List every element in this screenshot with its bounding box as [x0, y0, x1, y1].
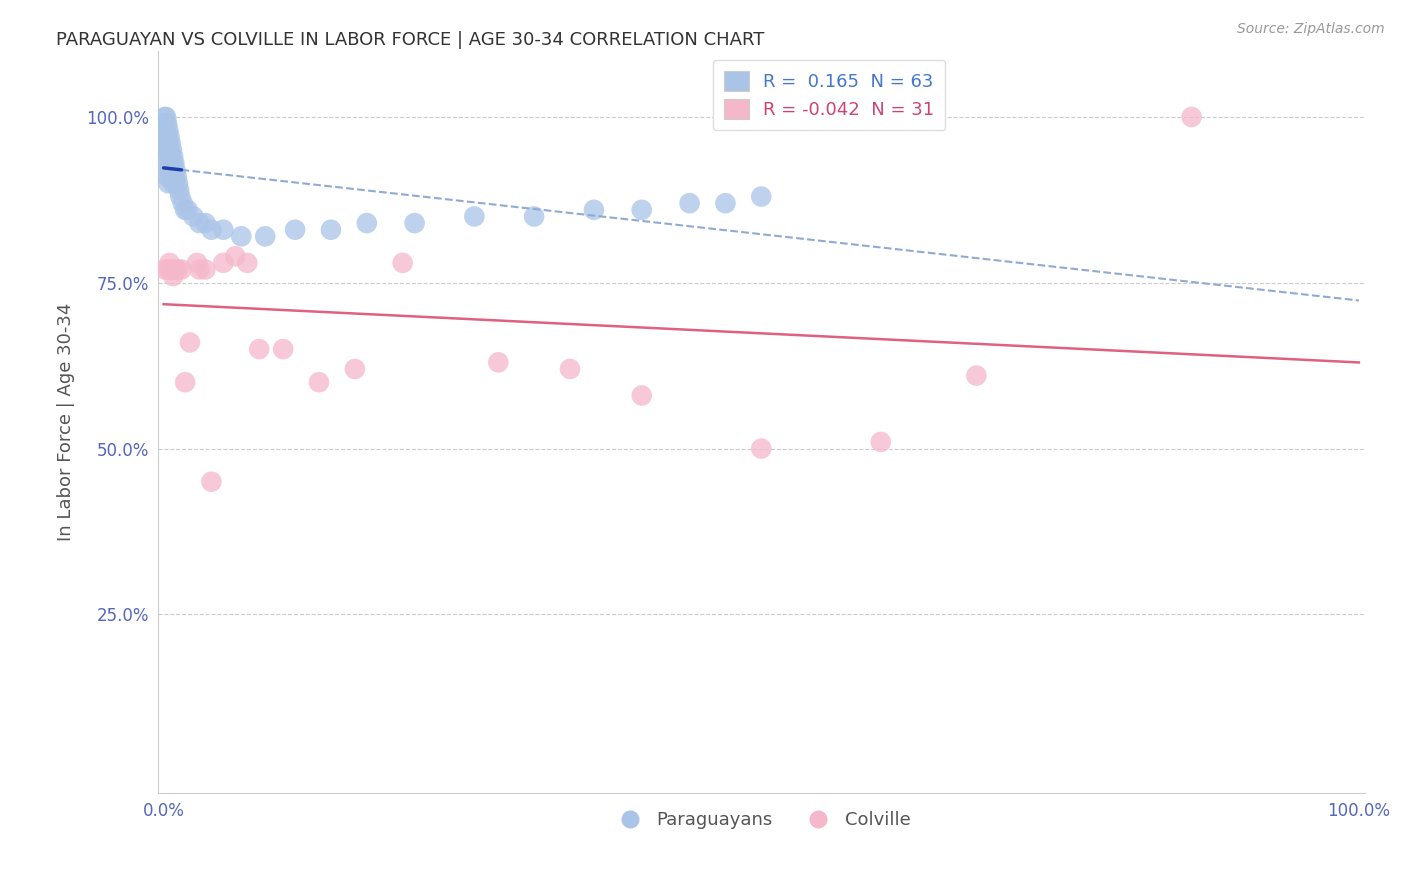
Point [155, 129, 177, 144]
Point [188, 216, 211, 230]
Point [170, 262, 193, 277]
Point [212, 256, 235, 270]
Point [284, 223, 307, 237]
Point [169, 189, 191, 203]
Point [356, 216, 378, 230]
Point [630, 388, 652, 402]
Point [160, 169, 183, 184]
Point [167, 262, 190, 277]
Point [162, 150, 184, 164]
Point [156, 129, 179, 144]
Point [678, 196, 700, 211]
Point [162, 269, 184, 284]
Point [153, 117, 176, 131]
Point [200, 475, 222, 489]
Point [159, 129, 181, 144]
Point [391, 256, 413, 270]
Point [157, 176, 180, 190]
Point [183, 210, 205, 224]
Point [155, 110, 177, 124]
Point [160, 156, 183, 170]
Point [714, 196, 737, 211]
Point [212, 223, 235, 237]
Point [159, 256, 181, 270]
Point [523, 210, 546, 224]
Point [188, 262, 211, 277]
Point [186, 256, 208, 270]
Point [308, 376, 330, 390]
Point [155, 117, 177, 131]
Point [231, 229, 253, 244]
Point [194, 216, 217, 230]
Point [156, 143, 179, 157]
Point [749, 189, 772, 203]
Point [163, 262, 186, 277]
Point [162, 176, 184, 190]
Point [1180, 110, 1202, 124]
Point [163, 156, 186, 170]
Point [174, 202, 197, 217]
Point [194, 262, 217, 277]
Point [157, 262, 180, 277]
Point [343, 362, 366, 376]
Point [174, 376, 197, 390]
Point [224, 249, 246, 263]
Point [254, 229, 277, 244]
Point [166, 169, 188, 184]
Point [163, 169, 186, 184]
Point [159, 143, 181, 157]
Point [159, 163, 181, 178]
Point [749, 442, 772, 456]
Point [200, 223, 222, 237]
Point [159, 169, 181, 184]
Point [159, 156, 181, 170]
Point [965, 368, 987, 383]
Point [156, 156, 179, 170]
Y-axis label: In Labor Force | Age 30-34: In Labor Force | Age 30-34 [58, 302, 75, 541]
Point [165, 163, 187, 178]
Point [153, 110, 176, 124]
Point [157, 123, 180, 137]
Text: PARAGUAYAN VS COLVILLE IN LABOR FORCE | AGE 30-34 CORRELATION CHART: PARAGUAYAN VS COLVILLE IN LABOR FORCE | … [56, 31, 765, 49]
Point [404, 216, 426, 230]
Point [155, 136, 177, 151]
Point [179, 335, 201, 350]
Point [630, 202, 652, 217]
Point [176, 202, 198, 217]
Point [869, 434, 891, 449]
Point [157, 150, 180, 164]
Point [157, 136, 180, 151]
Point [236, 256, 259, 270]
Point [160, 143, 183, 157]
Point [160, 262, 183, 277]
Point [159, 150, 181, 164]
Point [153, 129, 176, 144]
Point [582, 202, 605, 217]
Point [463, 210, 485, 224]
Point [319, 223, 342, 237]
Point [167, 183, 190, 197]
Text: Source: ZipAtlas.com: Source: ZipAtlas.com [1237, 22, 1385, 37]
Point [271, 342, 294, 356]
Point [172, 196, 194, 211]
Legend: Paraguayans, Colville: Paraguayans, Colville [605, 804, 918, 837]
Point [155, 143, 177, 157]
Point [159, 262, 181, 277]
Point [247, 342, 270, 356]
Point [155, 123, 177, 137]
Point [156, 117, 179, 131]
Point [153, 262, 176, 277]
Point [153, 123, 176, 137]
Point [153, 136, 176, 151]
Point [486, 355, 509, 369]
Point [159, 136, 181, 151]
Point [156, 169, 179, 184]
Point [165, 176, 187, 190]
Point [162, 163, 184, 178]
Point [558, 362, 581, 376]
Point [157, 163, 180, 178]
Point [165, 262, 187, 277]
Point [167, 176, 190, 190]
